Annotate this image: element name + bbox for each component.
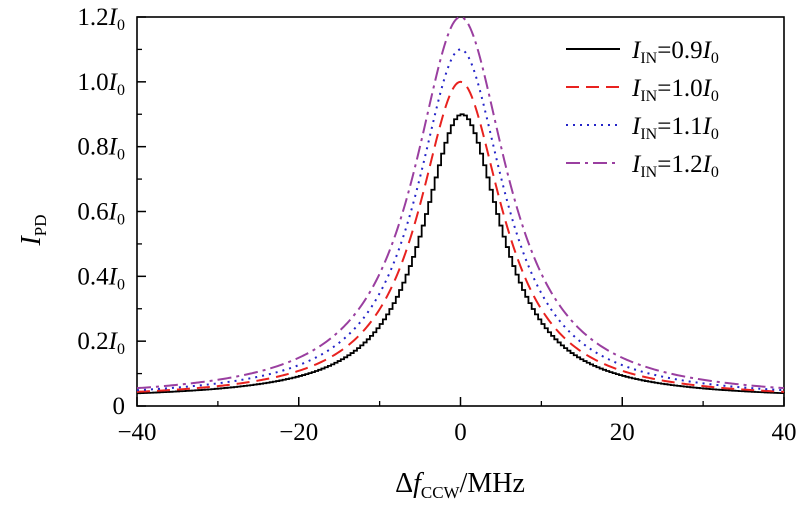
x-tick-label: 0 bbox=[454, 419, 467, 446]
legend-label: IIN=0.9I0 bbox=[631, 37, 719, 67]
series-layer bbox=[136, 15, 785, 395]
y-tick-label: 1.0I0 bbox=[77, 69, 125, 99]
y-tick-label: 0.4I0 bbox=[77, 263, 125, 293]
x-axis-title: ΔfCCW/MHz bbox=[395, 468, 525, 502]
legend: IIN=0.9I0 IIN=1.0I0 IIN=1.1I0 IIN=1.2I0 bbox=[566, 37, 719, 181]
x-tick-label: 20 bbox=[610, 419, 635, 446]
series-line-2 bbox=[136, 80, 785, 393]
x-tick-label: 40 bbox=[772, 419, 797, 446]
series-line-4 bbox=[136, 15, 785, 390]
y-tick-label: 0.6I0 bbox=[77, 199, 125, 229]
x-tick-label: −40 bbox=[117, 419, 156, 446]
series-line-3 bbox=[136, 48, 785, 392]
x-tick-label: −20 bbox=[279, 419, 318, 446]
y-axis-title: IPD bbox=[16, 214, 50, 246]
legend-label: IIN=1.1I0 bbox=[631, 113, 719, 143]
y-tick-label: 0 bbox=[113, 393, 126, 420]
y-axis-ticks: 0 0.2I0 0.4I0 0.6I0 0.8I0 1.0I0 1.2I0 bbox=[77, 4, 146, 420]
y-tick-label: 0.2I0 bbox=[77, 328, 125, 358]
legend-label: IIN=1.0I0 bbox=[631, 75, 719, 105]
series-line-1 bbox=[137, 113, 785, 395]
y-tick-label: 0.8I0 bbox=[77, 134, 125, 164]
x-axis-ticks: −40 −20 0 20 40 bbox=[117, 397, 797, 446]
legend-label: IIN=1.2I0 bbox=[631, 151, 719, 181]
y-tick-label: 1.2I0 bbox=[77, 4, 125, 34]
